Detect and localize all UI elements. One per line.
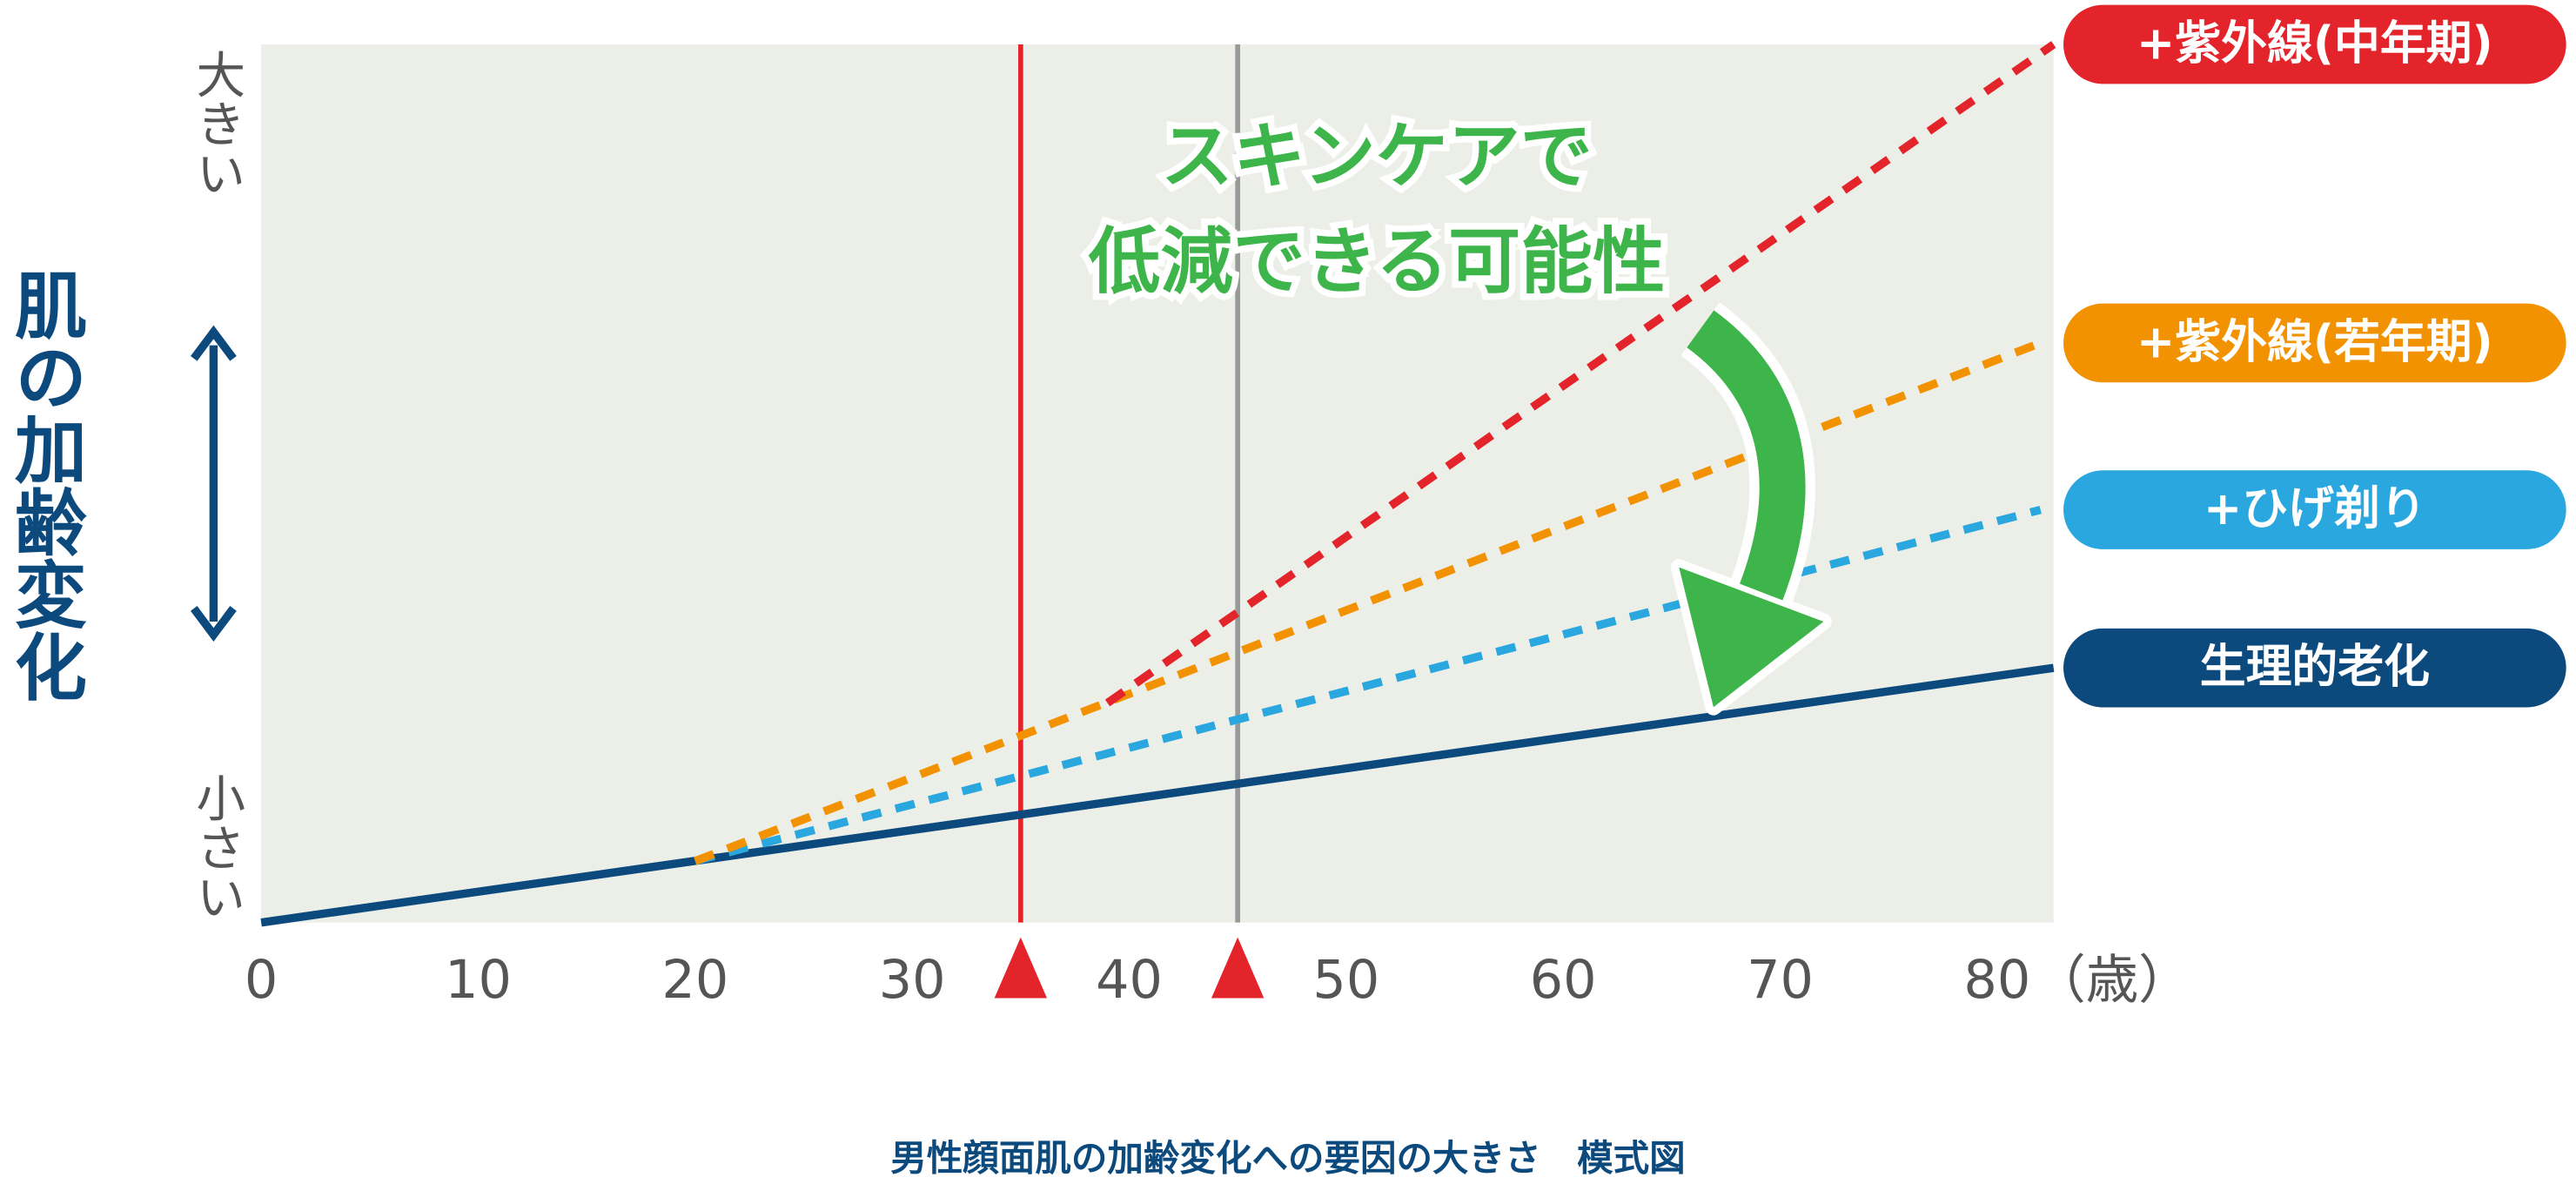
legend-pill	[2063, 4, 2566, 84]
age-marker-triangle	[1211, 937, 1265, 999]
x-unit: （歳）	[2033, 950, 2190, 1011]
x-tick-label: 10	[445, 950, 512, 1011]
legend-label: 生理的老化	[2200, 641, 2430, 694]
annotation: スキンケアで	[1161, 114, 1593, 198]
x-tick-label: 70	[1747, 950, 1814, 1011]
legend-pill	[2063, 470, 2566, 549]
legend-label: +紫外線(中年期)	[2137, 17, 2493, 71]
double-arrow	[190, 325, 237, 642]
x-tick-label: 0	[245, 950, 278, 1011]
series-line	[260, 663, 2055, 927]
y-bottom-label: 小さい	[188, 773, 245, 921]
legend-label: +ひげ剃り	[2204, 482, 2426, 535]
caption: 男性顔面肌の加齢変化への要因の大きさ 模式図	[890, 1137, 1685, 1180]
legend-pill	[2063, 628, 2566, 708]
legend-pill	[2063, 303, 2566, 383]
x-tick-label: 50	[1312, 950, 1379, 1011]
y-top-label: 大きい	[188, 50, 245, 198]
y-axis-title: 肌の加齢変化	[2, 268, 87, 703]
x-tick-label: 20	[661, 950, 728, 1011]
x-tick-label: 30	[879, 950, 946, 1011]
reduction-arrow	[1670, 302, 1832, 716]
series-line	[694, 506, 2042, 865]
age-marker-triangle	[994, 937, 1048, 999]
annotation: 低減できる可能性	[1089, 219, 1666, 304]
series-line	[1104, 41, 2056, 707]
x-tick-label: 40	[1096, 950, 1163, 1011]
legend-label: +紫外線(若年期)	[2137, 315, 2493, 368]
x-tick-label: 80	[1963, 950, 2030, 1011]
x-tick-label: 60	[1530, 950, 1597, 1011]
